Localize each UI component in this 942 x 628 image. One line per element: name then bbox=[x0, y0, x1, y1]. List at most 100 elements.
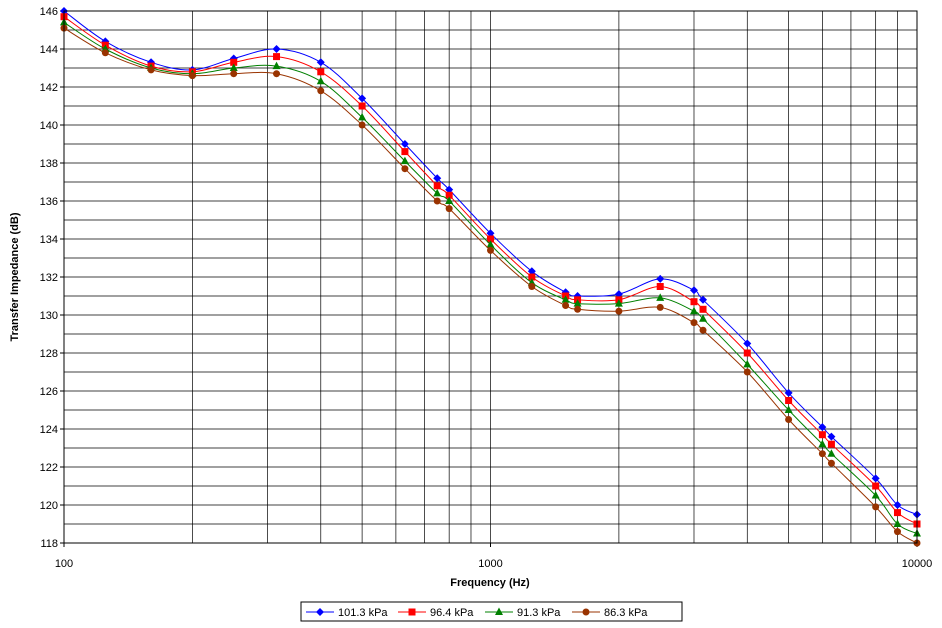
data-point bbox=[689, 286, 698, 295]
x-tick-label: 10000 bbox=[902, 558, 933, 570]
data-point bbox=[818, 450, 826, 458]
y-tick-label: 134 bbox=[40, 234, 58, 246]
data-point bbox=[689, 306, 698, 315]
data-point bbox=[486, 229, 495, 238]
data-point bbox=[401, 165, 409, 173]
plot-border bbox=[63, 10, 918, 544]
data-point bbox=[528, 273, 536, 281]
series-line bbox=[63, 21, 918, 534]
y-tick-label: 146 bbox=[40, 6, 58, 18]
data-point bbox=[487, 246, 494, 254]
data-point bbox=[272, 61, 281, 70]
x-tick-label: 100 bbox=[55, 558, 73, 570]
data-point bbox=[827, 440, 835, 448]
y-tick-label: 144 bbox=[40, 44, 58, 56]
data-point bbox=[871, 491, 880, 499]
data-point bbox=[433, 188, 442, 197]
y-tick-label: 132 bbox=[40, 272, 58, 284]
data-point bbox=[528, 283, 536, 290]
data-point bbox=[229, 63, 238, 71]
data-point bbox=[230, 58, 238, 66]
data-point bbox=[273, 53, 281, 61]
y-tick-label: 138 bbox=[40, 158, 58, 170]
data-point bbox=[614, 290, 623, 299]
data-point bbox=[690, 298, 698, 306]
data-point bbox=[486, 240, 495, 248]
x-tick-label: 1000 bbox=[478, 558, 502, 570]
data-point bbox=[188, 72, 196, 80]
data-point bbox=[273, 70, 281, 78]
data-point bbox=[699, 295, 708, 304]
data-point bbox=[690, 319, 698, 327]
legend-item: 86.3 kPa bbox=[572, 607, 648, 619]
data-point bbox=[743, 359, 752, 368]
data-point bbox=[445, 196, 454, 204]
data-point bbox=[316, 76, 325, 85]
y-tick-label: 120 bbox=[40, 500, 58, 512]
data-point bbox=[827, 432, 836, 441]
data-point bbox=[316, 58, 325, 67]
data-point bbox=[699, 326, 707, 334]
legend-marker bbox=[316, 608, 324, 616]
data-point bbox=[871, 474, 880, 483]
legend: 101.3 kPa 96.4 kPa 91.3 kPa 86.3 kPa bbox=[300, 601, 683, 622]
data-point bbox=[743, 339, 752, 348]
legend-marker bbox=[495, 607, 503, 615]
data-point bbox=[827, 449, 836, 457]
legend-label: 91.3 kPa bbox=[517, 607, 561, 619]
data-point bbox=[656, 293, 665, 301]
data-point bbox=[893, 509, 901, 517]
data-point bbox=[147, 58, 156, 67]
data-point bbox=[656, 303, 664, 311]
y-tick-label: 122 bbox=[40, 462, 58, 474]
data-point bbox=[358, 94, 367, 103]
series-1 bbox=[60, 7, 921, 519]
data-point bbox=[872, 503, 880, 511]
data-point bbox=[893, 528, 901, 536]
y-tick-label: 130 bbox=[40, 310, 58, 322]
legend-marker bbox=[582, 608, 590, 616]
data-point bbox=[272, 45, 281, 53]
data-point bbox=[358, 112, 367, 121]
data-point bbox=[147, 66, 155, 74]
data-point bbox=[317, 87, 325, 95]
data-point bbox=[614, 299, 623, 307]
data-point bbox=[101, 49, 109, 57]
series-line bbox=[63, 10, 918, 515]
data-point bbox=[445, 205, 453, 213]
data-point bbox=[784, 405, 793, 413]
y-axis-title: Transfer Impedance (dB) bbox=[9, 212, 21, 341]
axis-ticks: 118 120 122 124 126 128 130 132 134 136 138 140 142 1… bbox=[40, 6, 933, 570]
legend-item: 91.3 kPa bbox=[485, 607, 561, 619]
series-group bbox=[60, 7, 921, 547]
y-tick-label: 124 bbox=[40, 424, 58, 436]
data-point bbox=[445, 191, 453, 199]
data-point bbox=[818, 439, 827, 448]
data-point bbox=[445, 185, 454, 194]
data-point bbox=[400, 156, 409, 165]
y-tick-label: 142 bbox=[40, 82, 58, 94]
data-point bbox=[893, 501, 902, 509]
y-tick-label: 140 bbox=[40, 120, 58, 132]
legend-item: 101.3 kPa bbox=[306, 607, 388, 619]
data-point bbox=[872, 482, 880, 490]
series-4 bbox=[60, 24, 921, 547]
data-point bbox=[230, 70, 238, 78]
data-point bbox=[784, 388, 793, 397]
data-point bbox=[785, 416, 793, 423]
y-tick-label: 128 bbox=[40, 348, 58, 360]
data-point bbox=[785, 397, 793, 404]
data-point bbox=[527, 267, 536, 276]
y-tick-label: 118 bbox=[40, 538, 58, 550]
data-point bbox=[358, 102, 366, 110]
data-point bbox=[433, 197, 441, 205]
y-tick-label: 126 bbox=[40, 386, 58, 398]
legend-marker bbox=[408, 608, 416, 616]
data-point bbox=[317, 68, 325, 76]
data-point bbox=[400, 140, 409, 148]
legend-label: 96.4 kPa bbox=[430, 607, 474, 619]
data-point bbox=[743, 368, 751, 376]
x-axis-title: Frequency (Hz) bbox=[450, 577, 530, 589]
data-point bbox=[827, 459, 835, 467]
legend-label: 101.3 kPa bbox=[338, 607, 388, 619]
